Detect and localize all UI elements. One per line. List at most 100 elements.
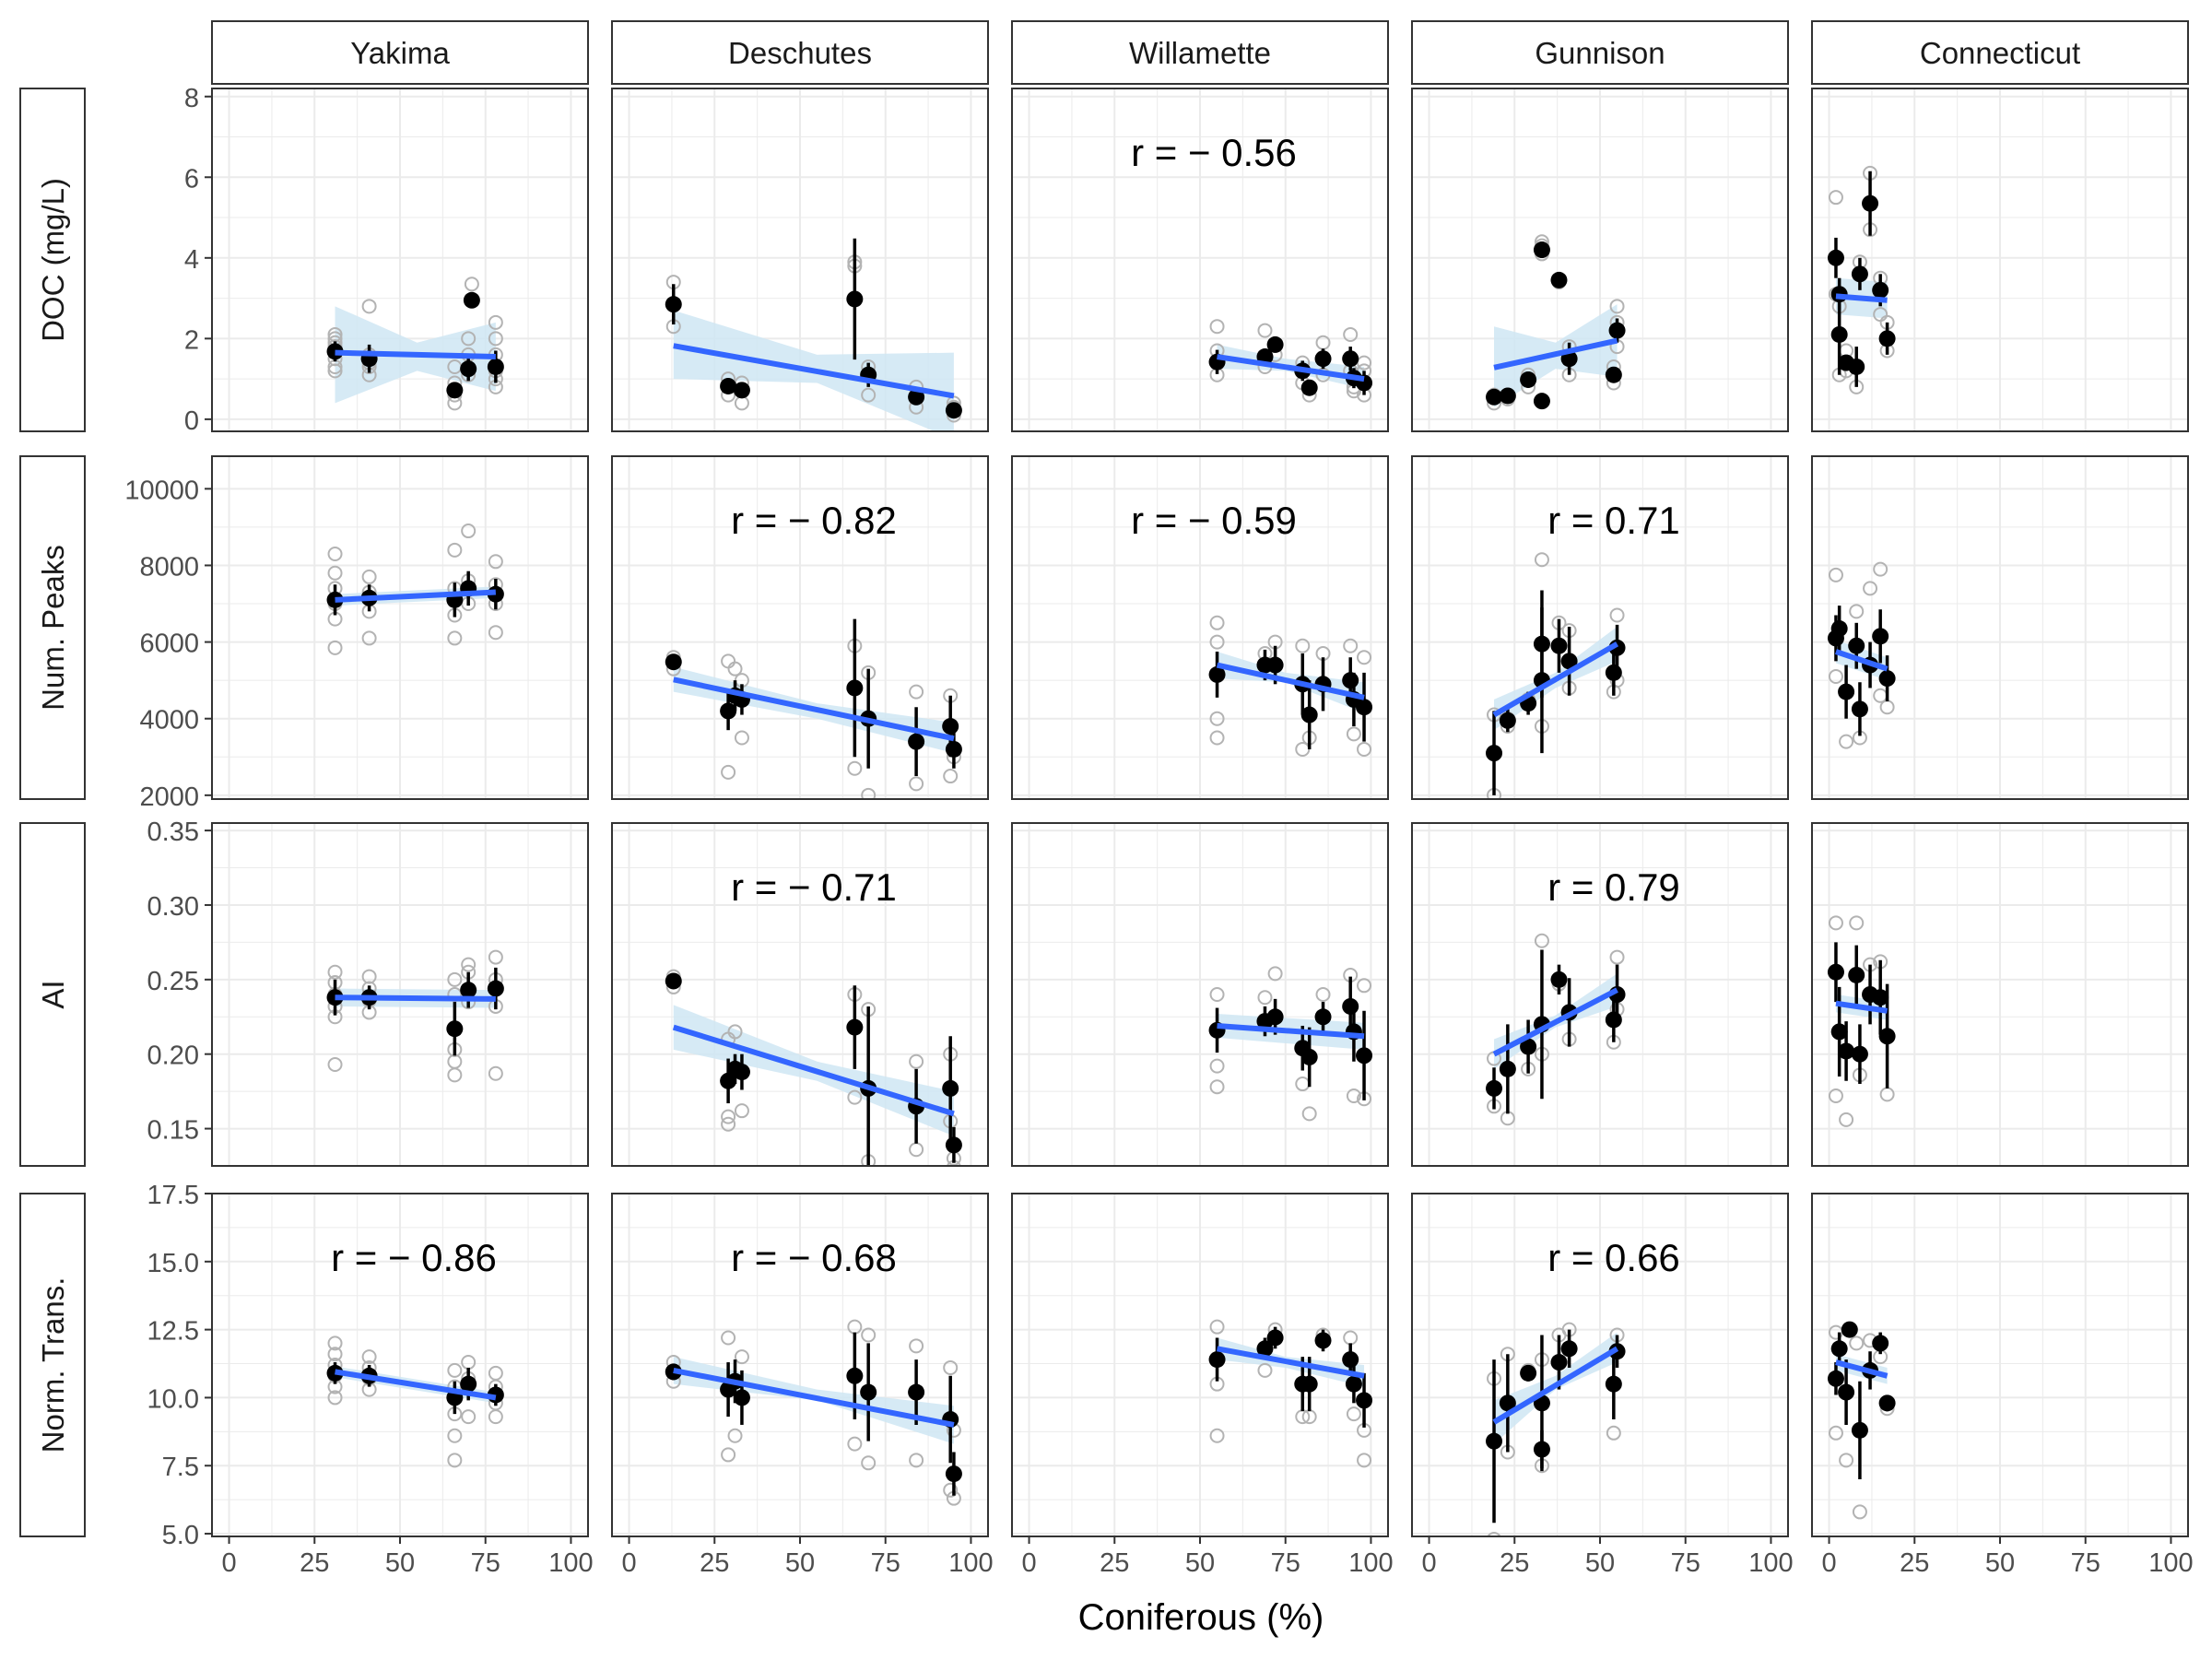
raw-sample-point [1839,1453,1854,1468]
raw-sample-point [721,1116,736,1132]
y-axis-title: Num. Peaks [36,545,70,711]
mean-point [1314,1332,1332,1349]
mean-point [487,358,504,375]
mean-point [1520,1038,1537,1055]
panel-data [1486,933,1626,1126]
y-axis-title: AI [36,980,70,1008]
panel-connecticut-row1 [1811,455,2189,800]
panel-border [1811,455,2189,800]
raw-sample-point [1849,1335,1865,1351]
raw-sample-point [909,1053,924,1069]
raw-sample-point [909,1338,924,1354]
raw-sample-point [1609,607,1625,623]
raw-sample-point [1346,726,1361,742]
mean-point [1533,1441,1550,1458]
facet-strip-label: Deschutes [728,36,872,70]
x-tick-label: 100 [1748,1548,1793,1578]
raw-sample-point [1487,1531,1501,1536]
panel-data [326,276,504,411]
panel-data [1208,966,1373,1122]
x-tick-label: 0 [221,1548,236,1578]
mean-point [446,382,464,399]
mean-point [1878,670,1896,688]
mean-point [733,1389,750,1406]
regression-line [1492,987,1618,1057]
mean-point [1533,241,1550,259]
mean-point [1520,1364,1537,1382]
raw-sample-point [1346,1406,1361,1422]
mean-point [1878,1028,1896,1045]
y-tick-label: 7.5 [162,1453,199,1482]
mean-point [720,702,737,720]
facet-strip-box [1411,20,1789,85]
mean-point [1605,366,1622,383]
raw-sample-point [327,964,343,980]
regression-line [1492,641,1619,718]
mean-point [1499,1394,1516,1412]
x-tick-label: 25 [700,1548,729,1578]
facet-strip-willamette: Willamette [1011,20,1389,85]
x-tick-label: 25 [300,1548,329,1578]
mean-point [1533,393,1550,410]
correlation-annotation: r = 0.66 [1547,1236,1680,1279]
mean-point [1851,1421,1868,1439]
panel-data [1827,165,1896,394]
panel-border [1011,88,1389,432]
mean-point [326,343,344,360]
mean-point [1550,637,1568,654]
mean-point [1208,665,1226,683]
mean-point [1356,1392,1373,1409]
raw-sample-point [1609,949,1625,965]
raw-sample-point [1828,1425,1843,1441]
mean-point [1851,1045,1868,1063]
raw-sample-point [721,1330,736,1346]
raw-sample-point [861,787,877,799]
panel-border [1411,88,1789,432]
mean-point [1208,1351,1226,1369]
mean-point [1266,1008,1284,1026]
regression-line [1217,1022,1365,1040]
panel-yakima-row0: 0 2 4 6 8 [184,84,589,436]
mean-point [1560,1340,1578,1358]
facet-strip-yakima: Yakima [211,20,589,85]
correlation-annotation: r = − 0.56 [1131,131,1297,174]
x-tick-label: 75 [471,1548,500,1578]
raw-sample-point [361,969,377,984]
raw-sample-point [734,1349,749,1365]
panel-data [326,949,504,1083]
x-tick-label: 0 [1421,1548,1436,1578]
raw-sample-point [1346,1088,1361,1103]
regression-line [672,1024,955,1117]
y-tick-label: 0.35 [147,818,199,847]
mean-point [1499,1060,1516,1077]
mean-point [860,1383,877,1401]
panel-deschutes-row1: r = − 0.82 [611,455,989,800]
y-tick-label: 12.5 [147,1317,199,1347]
raw-sample-point [361,569,377,584]
x-axis-title: Coniferous (%) [1078,1597,1324,1638]
mean-point [1830,325,1848,343]
raw-sample-point [1343,638,1359,653]
mean-point [1608,322,1626,339]
panel-border [611,88,989,432]
x-tick-label: 75 [1271,1548,1300,1578]
mean-point [1486,1079,1503,1097]
raw-sample-point [361,299,377,314]
raw-sample-point [488,1065,503,1081]
x-tick-label: 50 [1585,1548,1615,1578]
correlation-annotation: r = 0.79 [1547,865,1680,909]
regression-line [1217,354,1365,382]
facet-strip-gunnison: Gunnison [1411,20,1789,85]
facet-strip-deschutes: Deschutes [611,20,989,85]
y-tick-label: 10.0 [147,1384,199,1414]
mean-point [1356,1047,1373,1065]
raw-sample-point [861,387,877,403]
panel-gunnison-row1: r = 0.71 [1411,455,1789,800]
mean-point [1838,1042,1855,1060]
raw-sample-point [1839,1112,1854,1127]
y-tick-label: 5.0 [162,1521,199,1550]
raw-sample-point [1209,730,1225,746]
mean-point [942,1079,959,1097]
mean-point [1266,656,1284,674]
